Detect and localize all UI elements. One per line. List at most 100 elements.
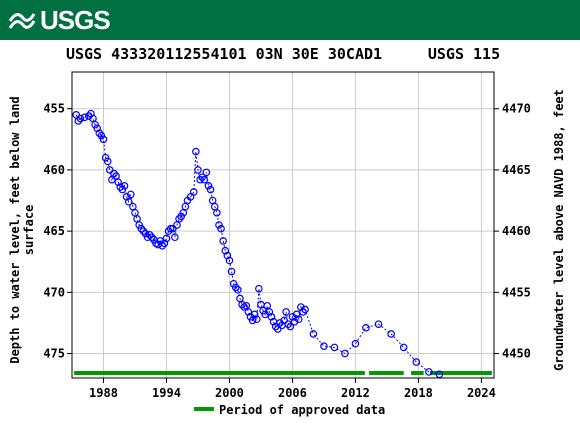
approved-period-bar [429, 371, 492, 375]
y-left-tick-label: 460 [43, 163, 65, 177]
data-point [139, 227, 148, 235]
data-point [286, 322, 295, 331]
data-point [229, 279, 238, 288]
data-point [118, 185, 127, 194]
chart-title: USGS 433320112554101 03N 30E 30CAD1 [66, 45, 382, 63]
data-point [290, 317, 299, 326]
data-point [198, 173, 206, 182]
data-point [362, 324, 370, 332]
data-point [126, 190, 135, 199]
data-point [135, 221, 143, 229]
data-point [80, 113, 89, 122]
x-tick-label: 2018 [404, 386, 433, 400]
y-left-tick-label: 470 [43, 285, 65, 299]
data-point [204, 182, 213, 190]
data-point [120, 182, 129, 190]
data-point [255, 284, 263, 293]
data-point [225, 256, 234, 265]
data-point [223, 251, 232, 260]
y-axis-left-label-line2: surface [22, 205, 36, 256]
data-point [114, 178, 122, 186]
data-point [213, 208, 221, 217]
x-axis-ticks: 1988 1994 2000 2006 2012 2018 2024 [89, 378, 496, 400]
data-point [309, 330, 318, 338]
plot-frame [71, 71, 495, 379]
data-point [244, 308, 253, 316]
data-point [301, 305, 309, 314]
x-tick-label: 1994 [152, 386, 181, 400]
y-left-tick-label: 455 [43, 102, 65, 116]
usgs-logo[interactable]: USGS [8, 4, 111, 35]
x-tick-label: 2000 [215, 386, 244, 400]
data-point [160, 239, 169, 248]
y-right-tick-label: 4465 [502, 163, 531, 177]
usgs-logo-text: USGS [40, 4, 111, 35]
data-point [101, 153, 110, 162]
y-axis-left-label-line1: Depth to water level, feet below land [8, 96, 22, 363]
data-point [124, 197, 133, 206]
data-point [217, 224, 225, 233]
data-point [280, 316, 288, 325]
data-point [158, 242, 167, 250]
data-points [72, 109, 444, 379]
data-point [95, 129, 104, 138]
y-axis-left-ticks: 455 460 465 470 475 [43, 102, 72, 361]
y-right-tick-label: 4455 [502, 285, 531, 299]
data-point [320, 342, 328, 350]
data-point [116, 183, 125, 191]
data-point [341, 349, 349, 358]
approved-period-bar [74, 371, 365, 375]
data-point [192, 147, 200, 156]
data-point [74, 117, 83, 125]
data-point [351, 339, 360, 348]
data-point [147, 233, 156, 242]
data-point [387, 330, 395, 338]
data-point [143, 233, 152, 242]
data-point [231, 283, 240, 292]
grid-lines [72, 72, 494, 378]
legend-swatch [194, 407, 214, 411]
x-tick-label: 2006 [278, 386, 307, 400]
data-point [294, 315, 303, 324]
data-point [171, 233, 179, 242]
data-point [99, 135, 108, 144]
data-point [215, 221, 223, 229]
data-point [162, 234, 171, 243]
data-point [252, 315, 261, 324]
data-point [175, 215, 183, 223]
data-point [276, 319, 284, 327]
data-point [177, 212, 185, 221]
data-point [137, 224, 146, 233]
x-tick-label: 2012 [341, 386, 370, 400]
y-right-tick-label: 4460 [502, 224, 531, 238]
data-point [234, 286, 242, 294]
data-point [122, 193, 131, 201]
data-point [189, 188, 198, 196]
data-point [196, 175, 204, 184]
x-tick-label: 1988 [89, 386, 118, 400]
y-left-tick-label: 475 [43, 347, 65, 361]
data-point [412, 358, 421, 366]
data-point [76, 114, 85, 123]
data-point [288, 312, 297, 321]
data-point [299, 308, 307, 316]
data-point [425, 368, 433, 376]
data-point [84, 112, 93, 120]
y-right-tick-label: 4470 [502, 102, 531, 116]
data-point [202, 168, 211, 177]
data-point [105, 166, 114, 174]
data-point [219, 237, 227, 245]
data-point [261, 310, 269, 319]
approved-periods [74, 371, 492, 375]
y-right-tick-label: 4450 [502, 347, 531, 361]
data-point [91, 120, 99, 129]
data-point [93, 124, 101, 133]
data-point [250, 310, 259, 319]
y-axis-right-ticks: 4470 4465 4460 4455 4450 [494, 102, 531, 361]
data-point [97, 131, 106, 140]
data-point [267, 312, 276, 321]
data-point [297, 303, 305, 311]
data-point [221, 246, 230, 255]
data-point [282, 308, 290, 316]
